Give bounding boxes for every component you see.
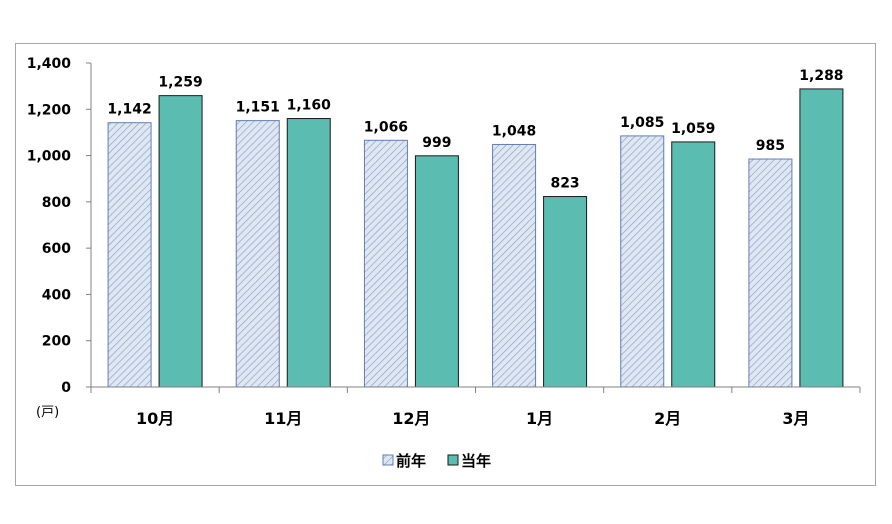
- data-label: 1,059: [671, 121, 715, 137]
- data-label: 1,142: [107, 102, 151, 118]
- data-label: 1,288: [799, 68, 843, 84]
- y-tick-label: 800: [42, 195, 71, 211]
- x-tick-label: 10月: [136, 409, 174, 428]
- bar-prev-year: [492, 143, 537, 388]
- y-tick-label: 0: [61, 380, 71, 396]
- y-tick-label: 1,000: [27, 149, 72, 165]
- data-label: 999: [422, 135, 451, 151]
- data-labels: 1,142 1,259 1,151 1,160 1,066 999 1,048 823 1,08…: [107, 68, 843, 192]
- bar-current-year: [158, 95, 203, 388]
- y-axis: 0 200 400 600 800 1,000 1,200 1,400: [27, 56, 92, 396]
- y-tick-label: 200: [42, 334, 71, 350]
- y-tick-label: 400: [42, 287, 71, 303]
- x-axis: 10月 11月 12月 1月 2月 3月: [90, 386, 861, 428]
- data-label: 1,160: [287, 98, 332, 114]
- data-label: 985: [756, 138, 785, 154]
- bar-current-year: [543, 196, 588, 388]
- data-label: 1,066: [364, 119, 408, 135]
- data-label: 823: [550, 176, 579, 192]
- x-tick-label: 3月: [782, 409, 809, 428]
- legend-label-prev-year: 前年: [396, 452, 426, 470]
- bar-prev-year: [363, 139, 408, 388]
- data-label: 1,151: [236, 100, 280, 116]
- bar-current-year: [414, 155, 459, 388]
- x-tick-label: 11月: [264, 409, 302, 428]
- y-tick-label: 1,200: [27, 102, 72, 118]
- legend-label-current-year: 当年: [461, 452, 491, 470]
- legend: 前年 当年: [382, 452, 491, 470]
- bars: [107, 88, 844, 388]
- data-label: 1,085: [620, 115, 664, 131]
- y-unit-label: (戸): [36, 405, 59, 420]
- bar-prev-year: [748, 158, 793, 388]
- bar-current-year: [799, 88, 844, 388]
- data-label: 1,048: [492, 123, 536, 139]
- bar-prev-year: [107, 122, 152, 388]
- bar-prev-year: [235, 120, 280, 388]
- x-tick-label: 1月: [526, 409, 553, 428]
- bar-current-year: [286, 118, 331, 388]
- x-tick-label: 12月: [392, 409, 430, 428]
- y-tick-label: 600: [42, 241, 71, 257]
- legend-swatch-current-year: [447, 454, 459, 466]
- bar-prev-year: [620, 135, 665, 388]
- y-tick-label: 1,400: [27, 56, 72, 72]
- bar-current-year: [671, 141, 716, 388]
- legend-swatch-prev-year: [382, 454, 394, 466]
- data-label: 1,259: [158, 75, 202, 91]
- x-tick-label: 2月: [654, 409, 681, 428]
